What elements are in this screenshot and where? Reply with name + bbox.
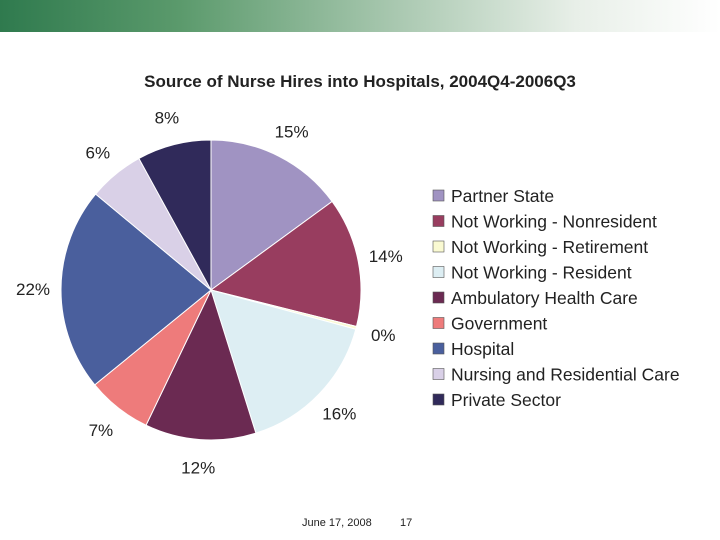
legend-label-ambulatory-health-care: Ambulatory Health Care — [451, 288, 638, 308]
legend-label-nursing-and-residential-care: Nursing and Residential Care — [451, 365, 680, 385]
legend-label-hospital: Hospital — [451, 339, 514, 359]
pie-slice-ambulatory-health-care — [145, 288, 257, 441]
legend-label-not-working-nonresident: Not Working - Nonresident — [451, 212, 657, 232]
percent-label-hospital: 22% — [16, 280, 50, 299]
percent-label-not-working-retirement: 0% — [371, 326, 396, 345]
legend-swatch-private-sector — [432, 393, 445, 406]
pie-slice-partner-state — [210, 139, 333, 291]
chart-title: Source of Nurse Hires into Hospitals, 20… — [144, 72, 576, 91]
legend-label-not-working-resident: Not Working - Resident — [451, 263, 632, 283]
percent-label-nursing-and-residential-care: 6% — [86, 144, 111, 163]
chart-legend: Partner State Not Working - Nonresident No… — [432, 186, 680, 410]
percent-labels: 15% 14% 0% 16% 12% 7% 22% 6% 8% — [16, 109, 403, 478]
percent-label-ambulatory-health-care: 12% — [181, 459, 215, 478]
percent-label-not-working-nonresident: 14% — [369, 247, 403, 266]
pie-slice-hospital — [60, 193, 212, 386]
legend-label-not-working-retirement: Not Working - Retirement — [451, 237, 648, 257]
legend-swatch-ambulatory-health-care — [432, 291, 445, 304]
pie-slices — [60, 139, 362, 441]
percent-label-not-working-resident: 16% — [322, 404, 356, 423]
legend-swatch-not-working-resident — [432, 266, 445, 278]
percent-label-government: 7% — [89, 421, 114, 440]
percent-label-private-sector: 8% — [155, 109, 180, 128]
pie-slice-private-sector — [138, 139, 212, 291]
legend-label-private-sector: Private Sector — [451, 390, 561, 410]
legend-swatch-partner-state — [432, 189, 445, 202]
legend-label-government: Government — [451, 314, 547, 334]
legend-swatch-government — [432, 317, 445, 329]
legend-swatch-not-working-retirement — [432, 240, 445, 253]
legend-swatch-hospital — [432, 342, 445, 355]
pie-slice-not-working-nonresident — [209, 200, 362, 328]
legend-label-partner-state: Partner State — [451, 186, 554, 206]
legend-swatch-not-working-nonresident — [432, 215, 445, 227]
footer-page-number: 17 — [400, 517, 413, 529]
pie-slice-not-working-resident — [210, 289, 357, 434]
header-gradient-bar — [0, 0, 720, 32]
legend-swatch-nursing-and-residential-care — [432, 368, 445, 380]
percent-label-partner-state: 15% — [275, 122, 309, 141]
footer-date: June 17, 2008 — [302, 517, 372, 529]
